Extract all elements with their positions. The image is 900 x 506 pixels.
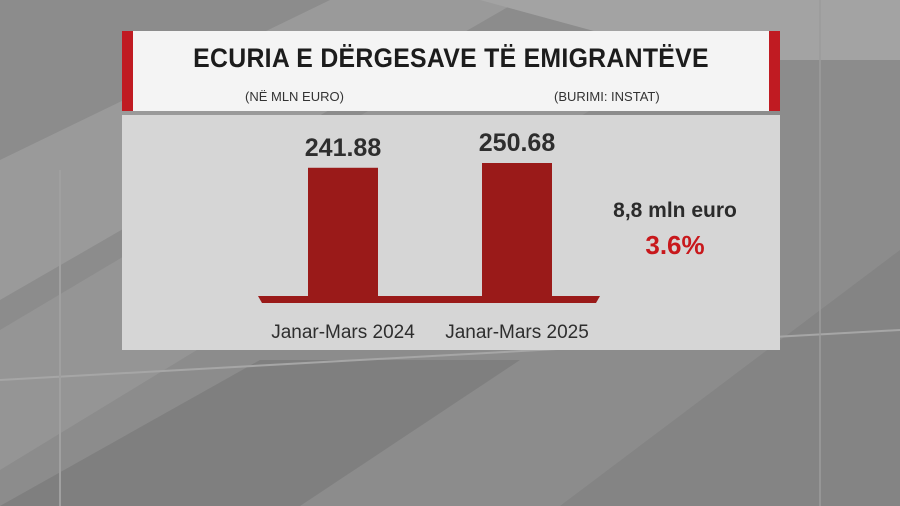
value-label-1: 241.88 xyxy=(305,134,382,162)
category-label-2: Janar-Mars 2025 xyxy=(445,322,589,343)
value-label-2: 250.68 xyxy=(479,129,556,157)
source-note: (BURIMI: INSTAT) xyxy=(554,89,660,104)
difference-amount: 8,8 mln euro xyxy=(613,199,737,222)
left-red-accent xyxy=(122,31,133,111)
category-label-1: Janar-Mars 2024 xyxy=(271,322,415,343)
bar-2 xyxy=(482,163,552,299)
title-header: ECURIA E DËRGESAVE TË EMIGRANTËVE (NË ML… xyxy=(122,31,780,111)
unit-note: (NË MLN EURO) xyxy=(245,89,344,104)
right-red-accent xyxy=(769,31,780,111)
chart-title: ECURIA E DËRGESAVE TË EMIGRANTËVE xyxy=(193,43,709,73)
bar-1 xyxy=(308,167,378,299)
chart-panel xyxy=(122,115,780,350)
growth-percent: 3.6% xyxy=(645,230,705,260)
